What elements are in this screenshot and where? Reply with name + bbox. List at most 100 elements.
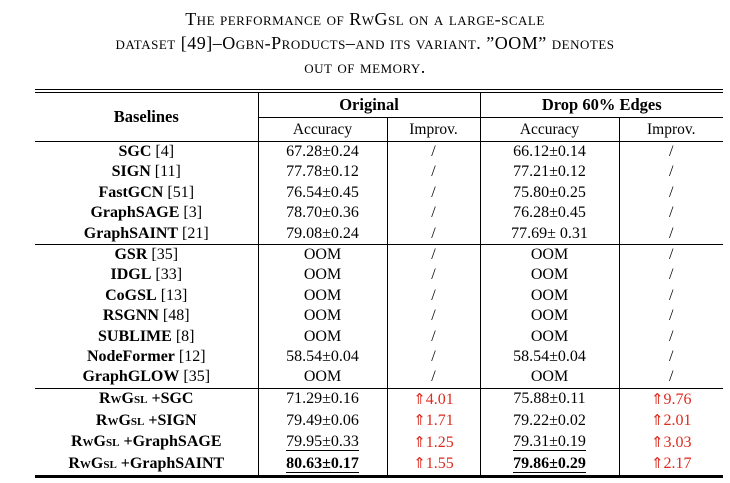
- accuracy-value: 79.08±0.24: [286, 224, 359, 242]
- method-name: FastGCN: [98, 183, 164, 201]
- improv-cell-original: ⇑1.71: [387, 410, 481, 432]
- baseline-cell: SIGN [11]: [35, 162, 259, 183]
- baseline-cell: GSR [35]: [35, 244, 259, 266]
- baseline-cell: GraphSAINT [21]: [35, 223, 259, 246]
- accuracy-value: 79.31±0.19: [513, 433, 586, 452]
- baseline-cell: IDGL [33]: [35, 265, 259, 286]
- accuracy-value: OOM: [530, 327, 569, 345]
- accuracy-cell-original: 77.78±0.12: [258, 162, 388, 183]
- accuracy-value: 78.70±0.36: [286, 204, 359, 222]
- baseline-cell: RSGNN [48]: [35, 306, 259, 327]
- method-name: GSR: [114, 246, 148, 264]
- improv-cell-drop: /: [669, 204, 674, 222]
- accuracy-cell-original: OOM: [258, 285, 388, 307]
- improv-cell-drop: /: [669, 348, 674, 366]
- baseline-cell: SGC [4]: [35, 141, 259, 163]
- improv-value: 3.03: [663, 433, 692, 451]
- accuracy-cell-original: 76.54±0.45: [258, 182, 388, 204]
- accuracy-cell-original: 79.95±0.33: [258, 431, 388, 454]
- method-name: GraphSAINT: [83, 224, 179, 242]
- accuracy-cell-original: OOM: [258, 326, 388, 348]
- accuracy-cell-original: OOM: [258, 244, 388, 266]
- method-name-smallcaps: RwGsl: [99, 390, 148, 408]
- accuracy-value: OOM: [303, 266, 342, 284]
- accuracy-value: 80.63±0.17: [286, 454, 359, 473]
- table-row: RwGsl +GraphSAGE 79.95±0.33 ⇑ 1.25 79.31±0.1…: [35, 431, 723, 454]
- method-name: SIGN: [111, 163, 151, 181]
- method-name: IDGL: [110, 266, 152, 284]
- up-arrow-icon: ⇑: [650, 389, 664, 408]
- accuracy-value: OOM: [303, 368, 342, 386]
- table-row: CoGSL [13] OOM / OOM /: [35, 285, 723, 307]
- method-ref: [8]: [175, 327, 195, 345]
- accuracy-cell-drop: OOM: [480, 306, 620, 327]
- table-row: GraphSAINT [21] 79.08±0.24 / 77.69± 0.31 /: [35, 223, 724, 246]
- improv-value: 1.25: [425, 433, 454, 451]
- improv-cell-original: /: [387, 203, 481, 224]
- improv-value: 1.55: [425, 455, 454, 473]
- method-name: +SGC: [151, 390, 194, 408]
- method-ref: [48]: [162, 307, 190, 325]
- table-row: GraphGLOW [35] OOM / OOM /: [35, 367, 724, 389]
- accuracy-cell-drop: OOM: [480, 244, 620, 266]
- accuracy-value: 77.21±0.12: [513, 163, 586, 181]
- method-name-smallcaps: RwGsl: [68, 454, 117, 472]
- accuracy-cell-original: 78.70±0.36: [258, 203, 388, 224]
- accuracy-value: 58.54±0.04: [513, 348, 586, 366]
- table-row: RSGNN [48] OOM / OOM /: [35, 306, 723, 327]
- column-header-drop-edges: Drop 60% Edges: [480, 91, 724, 118]
- method-name: SGC: [118, 143, 152, 160]
- accuracy-value: 79.86±0.29: [513, 454, 586, 473]
- improv-cell-drop: ⇑3.03: [619, 432, 723, 453]
- column-header-improv-original: Improv.: [387, 117, 481, 142]
- table-row: GSR [35] OOM / OOM /: [35, 244, 723, 266]
- accuracy-cell-drop: 77.21±0.12: [480, 162, 620, 183]
- method-ref: [3]: [183, 204, 203, 222]
- method-name: RSGNN: [102, 307, 159, 325]
- improv-cell-drop: ⇑2.17: [619, 453, 723, 476]
- table-row: SUBLIME [8] OOM / OOM /: [35, 326, 723, 348]
- improv-cell-original: ⇑4.01: [387, 388, 481, 411]
- up-arrow-icon: ⇑: [650, 432, 664, 451]
- improv-cell-drop: /: [669, 163, 674, 181]
- baseline-cell: SUBLIME [8]: [35, 326, 259, 348]
- method-ref: [13]: [160, 286, 188, 304]
- method-name: +GraphSAINT: [120, 454, 225, 472]
- accuracy-cell-drop: OOM: [480, 285, 620, 307]
- baseline-cell: CoGSL [13]: [35, 285, 259, 307]
- method-ref: [21]: [182, 224, 209, 242]
- accuracy-cell-original: 58.54±0.04: [258, 347, 388, 368]
- accuracy-cell-original: 80.63±0.17: [258, 453, 388, 476]
- improv-cell-original: /: [387, 162, 481, 183]
- improv-cell-original: ⇑1.55: [387, 453, 481, 476]
- improv-cell-drop: /: [669, 286, 674, 304]
- improv-value: 2.17: [663, 455, 692, 473]
- baseline-cell: FastGCN [51]: [35, 182, 259, 204]
- caption-line-1: The performance of RwGsl on a large-scal…: [185, 9, 545, 29]
- up-arrow-icon: ⇑: [413, 389, 426, 408]
- accuracy-value: 77.78±0.12: [286, 163, 359, 181]
- table-row: GraphSAGE [3] 78.70±0.36 / 76.28±0.45 /: [35, 203, 723, 224]
- improv-cell-drop: /: [669, 266, 674, 284]
- improv-cell-drop: /: [669, 307, 674, 325]
- improv-cell-original: /: [387, 141, 481, 163]
- improv-cell-drop: /: [669, 143, 674, 160]
- accuracy-value: 67.28±0.24: [286, 143, 359, 160]
- improv-cell-drop: /: [619, 367, 724, 389]
- accuracy-value: 79.49±0.06: [286, 411, 359, 429]
- improv-value: 4.01: [425, 390, 454, 408]
- up-arrow-icon: ⇑: [650, 454, 664, 473]
- table-header: Baselines Original Drop 60% Edges Accura…: [35, 91, 724, 142]
- improv-cell-original: /: [387, 265, 481, 286]
- table-row: IDGL [33] OOM / OOM /: [35, 265, 723, 286]
- table-body: SGC [4] 67.28±0.24 / 66.12±0.14 / SIGN [11] 77…: [35, 141, 724, 476]
- baseline-cell: RwGsl +GraphSAGE: [35, 431, 259, 454]
- header-row-groups: Baselines Original Drop 60% Edges: [35, 91, 724, 142]
- improv-cell-drop: ⇑2.01: [619, 410, 723, 431]
- accuracy-cell-original: 71.29±0.16: [258, 388, 388, 411]
- accuracy-cell-drop: 58.54±0.04: [480, 347, 620, 368]
- accuracy-value: OOM: [303, 307, 342, 325]
- accuracy-value: 58.54±0.04: [286, 348, 359, 366]
- accuracy-value: 75.80±0.25: [513, 183, 586, 201]
- improv-cell-original: /: [387, 326, 481, 348]
